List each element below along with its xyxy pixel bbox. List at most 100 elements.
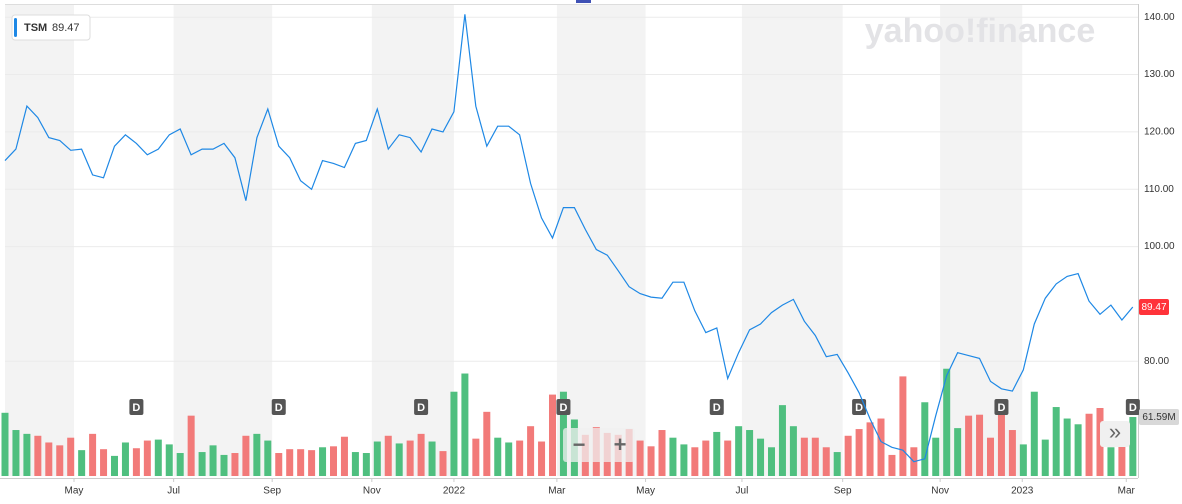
volume-bar (516, 440, 524, 476)
volume-bar (12, 430, 20, 476)
period-band (741, 5, 843, 476)
volume-bar (143, 440, 151, 476)
legend-value: 89.47 (52, 22, 80, 34)
volume-bar (308, 450, 316, 476)
dividend-marker: D (709, 399, 724, 415)
period-band (371, 5, 454, 476)
volume-bar (866, 422, 874, 476)
volume-bar (844, 435, 852, 476)
dividend-box (1125, 399, 1140, 415)
volume-bar (1063, 418, 1071, 476)
period-band (5, 5, 74, 476)
volume-bar (822, 447, 830, 476)
volume-bar (417, 433, 425, 476)
y-tick-label: 110.00 (1144, 184, 1174, 195)
x-tick-label: Mar (1118, 486, 1136, 497)
volume-bar (811, 437, 819, 476)
x-tick-label: 2023 (1011, 486, 1034, 497)
dividend-label: D (997, 402, 1005, 414)
volume-bar (461, 373, 469, 476)
volume-bar (658, 430, 666, 476)
volume-bar (111, 455, 118, 476)
volume-bar (439, 451, 447, 476)
volume-bar (450, 391, 458, 476)
volume-bar (384, 435, 392, 476)
dividend-box (994, 399, 1009, 415)
volume-bar (472, 438, 480, 476)
volume-bar (636, 440, 644, 476)
volume-bar (78, 450, 86, 476)
volume-bar (1107, 447, 1115, 476)
volume-bar (647, 446, 655, 476)
volume-bar (67, 437, 75, 476)
dividend-marker: D (1125, 399, 1140, 415)
period-band (940, 5, 1023, 476)
dividend-marker: D (994, 399, 1009, 415)
volume-bar (23, 433, 31, 476)
volume-bar (209, 445, 217, 476)
x-tick-label: 2022 (443, 486, 466, 497)
legend-box (11, 14, 91, 41)
volume-bar (351, 452, 359, 476)
dividend-marker: D (414, 399, 429, 415)
dividend-marker: D (271, 399, 286, 415)
volume-bar (34, 435, 42, 476)
volume-bar (45, 442, 53, 476)
volume-bar (154, 439, 162, 476)
volume-bar (669, 437, 677, 476)
volume-bar (220, 454, 228, 476)
volume-bar (89, 433, 97, 476)
top-indicator (576, 0, 591, 3)
volume-bar (165, 444, 173, 476)
volume-bar (362, 453, 370, 476)
dividend-box (129, 399, 144, 415)
zoom-in-button[interactable]: + (614, 432, 627, 457)
volume-bar (373, 441, 381, 476)
dividend-marker: D (129, 399, 144, 415)
volume-bar (297, 449, 305, 476)
next-button[interactable]: » (1109, 419, 1121, 444)
dividend-label: D (1129, 402, 1137, 414)
volume-bar (997, 408, 1005, 476)
volume-bar (855, 429, 863, 476)
volume-bar (319, 447, 327, 476)
dividend-box (271, 399, 286, 415)
price-tag (1139, 298, 1169, 315)
volume-bar (121, 442, 129, 476)
volume-bar (187, 415, 195, 476)
volume-bar (56, 445, 64, 476)
volume-bar (406, 440, 414, 476)
volume-bar (286, 449, 294, 476)
volume-bar (340, 436, 348, 476)
dividend-label: D (275, 402, 283, 414)
volume-bar (943, 368, 951, 476)
volume-bar (877, 418, 885, 476)
volume-bar (768, 447, 775, 476)
dividend-marker: D (556, 399, 571, 415)
volume-bar (976, 414, 984, 476)
volume-bar (1041, 439, 1049, 476)
volume-bar (833, 452, 841, 476)
volume-bar (965, 415, 973, 476)
volume-bar (954, 428, 962, 476)
volume-tag-label: 61.59M (1142, 412, 1175, 423)
volume-bar (778, 405, 786, 476)
zoom-out-button[interactable]: − (573, 432, 586, 457)
volume-bar (242, 435, 250, 476)
x-tick-label: Sep (834, 486, 852, 497)
volume-bar (1052, 407, 1060, 476)
volume-bar (1030, 391, 1038, 476)
x-tick-label: Nov (931, 486, 949, 497)
volume-bar (253, 433, 261, 476)
volume-bar (789, 426, 797, 476)
dividend-label: D (713, 402, 721, 414)
volume-bar (680, 444, 688, 476)
volume-bar (483, 411, 491, 476)
volume-bar (888, 454, 896, 476)
volume-bar (505, 442, 513, 476)
legend-swatch (14, 18, 17, 37)
volume-bar (746, 430, 754, 476)
volume-bar (932, 437, 940, 476)
volume-bar (231, 453, 239, 476)
